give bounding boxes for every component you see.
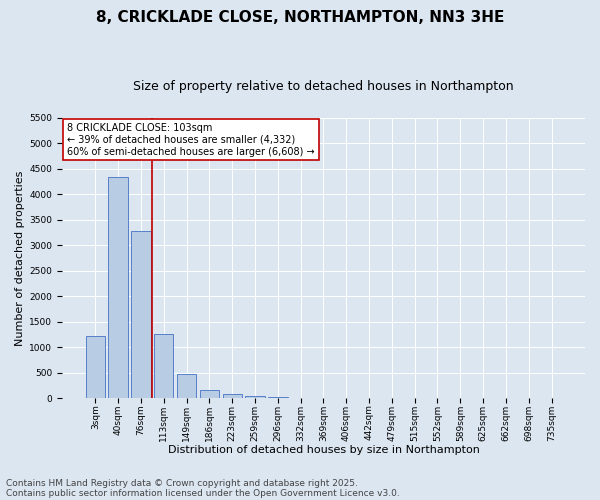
X-axis label: Distribution of detached houses by size in Northampton: Distribution of detached houses by size … — [167, 445, 479, 455]
Text: 8 CRICKLADE CLOSE: 103sqm
← 39% of detached houses are smaller (4,332)
60% of se: 8 CRICKLADE CLOSE: 103sqm ← 39% of detac… — [67, 124, 315, 156]
Bar — [86, 336, 105, 398]
Bar — [177, 374, 196, 398]
Bar — [109, 178, 128, 398]
Text: Contains public sector information licensed under the Open Government Licence v3: Contains public sector information licen… — [6, 488, 400, 498]
Text: Contains HM Land Registry data © Crown copyright and database right 2025.: Contains HM Land Registry data © Crown c… — [6, 478, 358, 488]
Title: Size of property relative to detached houses in Northampton: Size of property relative to detached ho… — [133, 80, 514, 93]
Bar — [200, 390, 219, 398]
Bar — [131, 232, 151, 398]
Bar — [223, 394, 242, 398]
Text: 8, CRICKLADE CLOSE, NORTHAMPTON, NN3 3HE: 8, CRICKLADE CLOSE, NORTHAMPTON, NN3 3HE — [96, 10, 504, 25]
Bar — [245, 396, 265, 398]
Bar — [268, 396, 287, 398]
Bar — [154, 334, 173, 398]
Y-axis label: Number of detached properties: Number of detached properties — [15, 170, 25, 346]
